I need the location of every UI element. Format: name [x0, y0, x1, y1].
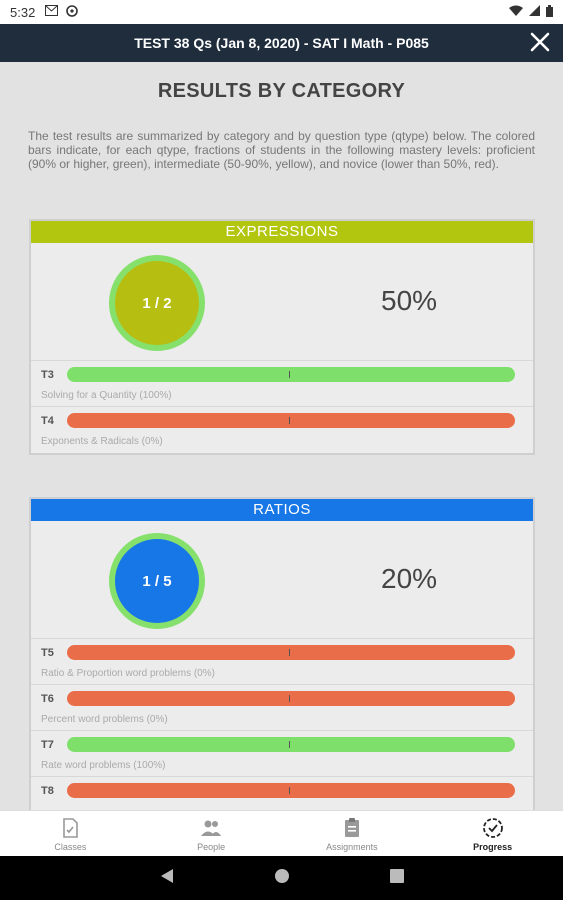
mastery-bar	[67, 413, 515, 428]
qtype-row[interactable]: T8	[31, 777, 533, 810]
results-content: RESULTS BY CATEGORY The test results are…	[0, 62, 563, 810]
status-time: 5:32	[10, 4, 36, 20]
qtype-label: Solving for a Quantity (100%)	[41, 390, 172, 401]
nav-label: Classes	[54, 841, 87, 852]
mastery-bar	[67, 645, 515, 660]
sync-icon	[66, 4, 79, 20]
qtype-code: T7	[41, 739, 54, 751]
nav-label: People	[197, 841, 226, 852]
qtype-code: T5	[41, 647, 54, 659]
assignments-icon	[344, 817, 359, 837]
qtype-row[interactable]: T5 Ratio & Proportion word problems (0%)	[31, 639, 533, 685]
qtype-row[interactable]: T4 Exponents & Radicals (0%)	[31, 407, 533, 453]
classes-icon	[63, 817, 79, 838]
title-bar: TEST 38 Qs (Jan 8, 2020) - SAT I Math - …	[0, 24, 563, 62]
page-title: TEST 38 Qs (Jan 8, 2020) - SAT I Math - …	[134, 35, 429, 51]
category-summary: 1 / 2 50%	[31, 243, 533, 361]
score-percent: 50%	[381, 285, 438, 316]
score-circle: 1 / 2	[109, 255, 205, 351]
close-icon[interactable]	[527, 29, 553, 55]
progress-icon	[482, 817, 503, 838]
qtype-label: Ratio & Proportion word problems (0%)	[41, 668, 215, 679]
nav-classes[interactable]: Classes	[0, 811, 141, 856]
score-percent: 20%	[381, 563, 438, 594]
category-card-ratios: RATIOS 1 / 5 20% T5 Ratio & Proportion w…	[29, 497, 535, 810]
people-icon	[201, 820, 222, 836]
qtype-code: T6	[41, 693, 54, 705]
qtype-code: T3	[41, 369, 54, 381]
mastery-bar	[67, 691, 515, 706]
category-header: RATIOS	[31, 499, 533, 521]
category-header: EXPRESSIONS	[31, 221, 533, 243]
status-bar: 5:32	[0, 0, 563, 24]
system-nav-bar	[0, 856, 563, 900]
home-icon[interactable]	[274, 868, 290, 889]
gmail-icon	[45, 5, 59, 19]
recents-icon[interactable]	[389, 868, 404, 888]
results-intro: The test results are summarized by categ…	[28, 129, 535, 171]
category-card-expressions: EXPRESSIONS 1 / 2 50% T3 Solving for a Q…	[29, 219, 535, 455]
qtype-code: T8	[41, 785, 54, 797]
nav-progress[interactable]: Progress	[422, 811, 563, 856]
nav-people[interactable]: People	[141, 811, 282, 856]
results-heading: RESULTS BY CATEGORY	[157, 80, 406, 102]
mastery-bar	[67, 737, 515, 752]
qtype-row[interactable]: T3 Solving for a Quantity (100%)	[31, 361, 533, 407]
qtype-row[interactable]: T6 Percent word problems (0%)	[31, 685, 533, 731]
signal-icon	[529, 5, 540, 19]
mastery-bar	[67, 367, 515, 382]
qtype-code: T4	[41, 415, 54, 427]
back-icon[interactable]	[160, 868, 174, 889]
nav-assignments[interactable]: Assignments	[282, 811, 423, 856]
qtype-label: Percent word problems (0%)	[41, 714, 168, 725]
category-summary: 1 / 5 20%	[31, 521, 533, 639]
score-text: 1 / 5	[142, 572, 172, 590]
score-circle: 1 / 5	[109, 533, 205, 629]
bottom-nav: Classes People Assignments Progress	[0, 810, 563, 856]
nav-label: Progress	[473, 841, 513, 852]
qtype-row[interactable]: T7 Rate word problems (100%)	[31, 731, 533, 777]
battery-icon	[546, 4, 553, 20]
nav-label: Assignments	[326, 841, 378, 852]
qtype-label: Exponents & Radicals (0%)	[41, 436, 163, 447]
score-text: 1 / 2	[142, 294, 172, 312]
qtype-label: Rate word problems (100%)	[41, 760, 166, 771]
wifi-icon	[509, 5, 523, 19]
mastery-bar	[67, 783, 515, 798]
